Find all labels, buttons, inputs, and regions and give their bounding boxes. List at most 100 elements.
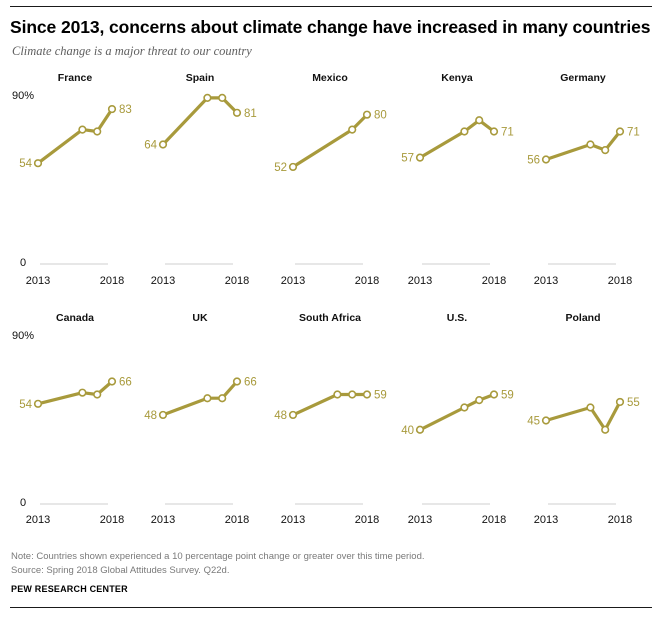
data-point [601,146,610,155]
x-tick-label: 2013 [151,275,175,287]
panel-title: Poland [565,312,600,324]
data-label-last: 59 [374,390,387,402]
data-point [541,416,551,425]
x-tick-label: 2018 [225,275,249,287]
source-line: Source: Spring 2018 Global Attitudes Sur… [11,565,230,576]
panel-title: Spain [186,72,215,84]
x-tick-label: 2013 [281,275,305,287]
data-point [107,377,117,386]
data-point [475,395,484,405]
data-point [158,140,168,149]
data-label-first: 45 [527,416,540,428]
data-label-last: 66 [244,377,257,389]
data-point [93,390,102,399]
data-point [232,108,242,117]
y-tick-label: 0 [20,257,26,269]
data-point [288,162,298,172]
series-line [418,118,496,160]
data-label-first: 40 [401,425,414,437]
data-point [93,127,102,136]
panel-title: Germany [560,72,606,84]
data-label-last: 80 [374,110,387,122]
data-point [33,159,43,168]
data-point [288,410,298,420]
data-point [78,388,87,397]
panel-title: Mexico [312,72,348,84]
data-point [475,116,484,125]
page-subtitle: Climate change is a major threat to our … [12,44,252,58]
data-point [107,104,117,114]
data-label-last: 81 [244,108,257,120]
data-point [203,394,212,403]
data-point [415,425,425,434]
series-line [36,107,114,165]
top-rule [10,6,652,7]
bottom-rule [10,607,652,608]
y-tick-label: 0 [20,497,26,509]
x-tick-label: 2018 [355,514,379,526]
data-point [203,93,212,102]
data-point [615,397,625,407]
data-point [158,410,168,420]
x-tick-label: 2018 [355,275,379,287]
panel-title: Canada [56,312,94,324]
series-line [544,400,622,432]
x-tick-label: 2018 [482,514,506,526]
footnote: Note: Countries shown experienced a 10 p… [11,551,425,562]
data-label-first: 54 [19,158,32,170]
x-tick-label: 2018 [608,514,632,526]
series-line [36,379,114,406]
page-title: Since 2013, concerns about climate chang… [10,17,651,37]
series-line [161,96,239,147]
data-point [218,93,227,102]
x-tick-label: 2018 [225,514,249,526]
data-point [489,127,499,136]
series-line [161,379,239,417]
data-point [348,390,357,399]
data-label-first: 52 [274,162,287,174]
series-line [291,113,369,169]
data-label-first: 64 [144,140,157,152]
x-tick-label: 2013 [26,514,50,526]
data-label-first: 48 [144,410,157,422]
panel-title: Kenya [441,72,473,84]
brand-label: PEW RESEARCH CENTER [11,584,128,594]
data-point [33,399,43,408]
data-point [541,155,551,164]
series-line [291,392,369,417]
data-point [601,425,610,434]
x-tick-label: 2013 [151,514,175,526]
data-point [218,394,227,403]
x-tick-label: 2013 [408,275,432,287]
x-tick-label: 2018 [100,514,124,526]
data-point [586,403,595,412]
series-line [418,392,496,432]
data-point [415,153,425,162]
x-tick-label: 2013 [534,514,558,526]
data-label-first: 54 [19,399,32,411]
panel-title: South Africa [299,312,361,324]
data-point [586,140,595,149]
y-tick-label: 90% [12,330,34,342]
x-tick-label: 2013 [408,514,432,526]
x-tick-label: 2013 [281,514,305,526]
data-point [348,125,357,134]
data-point [460,127,469,136]
panel-title: U.S. [447,312,468,324]
x-tick-label: 2013 [534,275,558,287]
data-point [460,403,469,412]
data-point [489,390,499,399]
data-label-last: 59 [501,390,514,402]
data-label-first: 56 [527,154,540,166]
x-tick-label: 2013 [26,275,50,287]
data-point [333,390,342,399]
data-label-last: 66 [119,377,132,389]
data-point [615,127,625,136]
x-tick-label: 2018 [100,275,124,287]
data-label-first: 57 [401,153,414,165]
data-point [78,125,87,134]
data-label-last: 83 [119,104,132,116]
data-label-last: 55 [627,397,640,409]
panel-title: UK [192,312,208,324]
